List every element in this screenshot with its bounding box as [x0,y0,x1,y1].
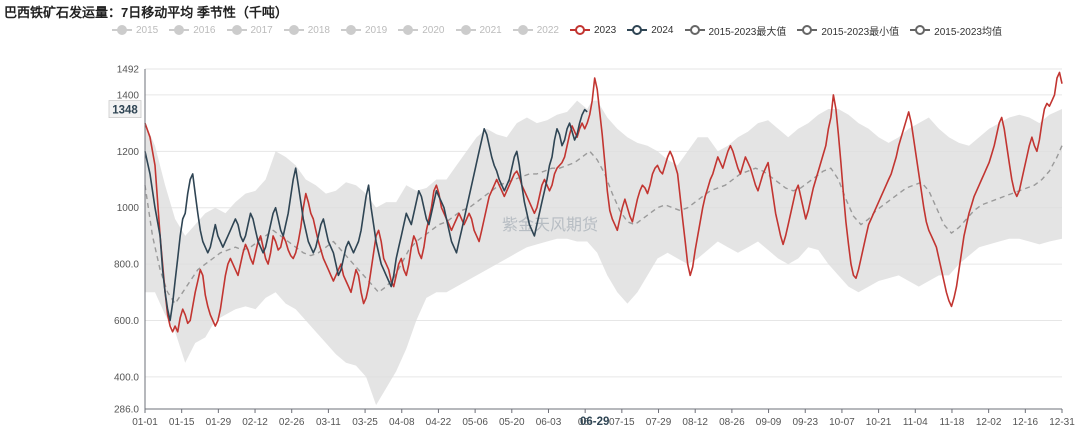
legend-label: 2019 [365,24,388,36]
legend-marker-icon [455,25,476,35]
x-tick-label: 08-12 [682,417,708,427]
legend-item-5[interactable]: 2020 [398,24,445,36]
legend-marker-icon [627,25,648,35]
x-tick-label: 01-15 [169,417,195,427]
legend-marker-icon [169,25,190,35]
x-tick-label: 05-20 [499,417,525,427]
legend-label: 2017 [250,24,273,36]
x-tick-label: 11-04 [903,417,928,427]
series-line-2015-2023均值 [144,145,1063,305]
legend-item-2[interactable]: 2017 [226,24,273,36]
x-tick-label: 03-11 [316,417,341,427]
legend-marker-icon [112,25,132,35]
legend-label: 2016 [193,24,216,36]
legend-marker-icon [910,25,931,35]
y-tick-label: 286.0 [114,405,139,416]
legend-item-0[interactable]: 2015 [112,25,158,36]
legend-item-11[interactable]: 2015-2023最小值 [797,23,899,38]
legend-marker-icon [570,25,590,35]
legend-item-7[interactable]: 2022 [512,24,559,36]
crosshair-x-label: 06-29 [580,416,609,427]
watermark: 紫金天风期货 [502,216,598,234]
legend-marker-icon [684,25,705,35]
legend-label: 2020 [422,24,445,36]
max-min-band-area [145,100,1062,406]
legend-item-4[interactable]: 2019 [341,25,387,36]
y-tick-label: 800.0 [114,260,139,271]
legend-item-9[interactable]: 2024 [627,24,674,36]
crosshair-y-label: 1348 [112,105,138,117]
legend-marker-icon [512,25,533,35]
x-tick-label: 12-16 [1013,417,1039,427]
chart-legend: 2015 2016 2017 2018 2019 2020 2021 2022 2023 2024… [112,20,1013,40]
y-tick-label: 1200 [117,147,140,158]
legend-item-1[interactable]: 2016 [169,24,216,36]
legend-label: 2022 [536,24,559,36]
x-tick-label: 03-25 [352,417,378,427]
legend-label: 2024 [651,24,674,36]
legend-label: 2015-2023均值 [934,26,1002,38]
x-tick-label: 10-07 [829,417,855,427]
legend-marker-icon [283,25,304,35]
x-tick-label: 05-06 [462,417,488,427]
x-tick-label: 04-22 [426,417,452,427]
x-tick-label: 02-12 [242,417,268,427]
legend-label: 2018 [307,24,330,36]
x-tick-label: 07-15 [609,417,635,427]
x-tick-label: 07-29 [646,417,672,427]
legend-marker-icon [797,25,818,35]
y-tick-label: 600.0 [114,316,139,327]
y-tick-label: 1492 [117,65,140,76]
legend-item-3[interactable]: 2018 [283,24,330,36]
y-tick-label: 400.0 [114,372,139,383]
x-tick-label: 10-21 [866,417,892,427]
x-tick-label: 01-01 [132,417,158,427]
crosshair-y-label-box [108,100,142,118]
legend-label: 2015 [136,24,159,36]
series-line-2023 [144,71,1063,333]
x-tick-label: 12-02 [976,417,1002,427]
x-tick-label: 12-31 [1049,417,1075,427]
legend-marker-icon [398,25,419,35]
x-tick-label: 01-29 [206,417,232,427]
legend-item-12[interactable]: 2015-2023均值 [910,23,1002,38]
legend-item-6[interactable]: 2021 [455,24,502,36]
x-tick-label: 08-26 [719,417,745,427]
legend-item-10[interactable]: 2015-2023最大值 [684,23,787,38]
x-tick-label: 02-26 [279,417,305,427]
legend-label: 2015-2023最小值 [821,26,900,38]
y-tick-label: 1400 [117,90,140,101]
y-tick-label: 1000 [117,203,140,214]
legend-marker-icon [341,25,361,35]
legend-marker-icon [226,25,247,35]
legend-label: 2015-2023最大值 [708,26,787,38]
x-tick-label: 06- [578,417,592,427]
x-tick-label: 06-03 [536,417,562,427]
x-tick-label: 09-23 [792,417,818,427]
x-tick-label: 04-08 [389,417,415,427]
legend-item-8[interactable]: 2023 [570,25,616,36]
x-tick-label: 09-09 [756,417,782,427]
legend-label: 2021 [479,24,502,36]
legend-label: 2023 [594,24,617,36]
x-tick-label: 11-18 [940,417,965,427]
series-line-2024 [144,108,588,322]
chart-title: 巴西铁矿石发运量：7日移动平均 季节性（千吨） [4,5,288,20]
